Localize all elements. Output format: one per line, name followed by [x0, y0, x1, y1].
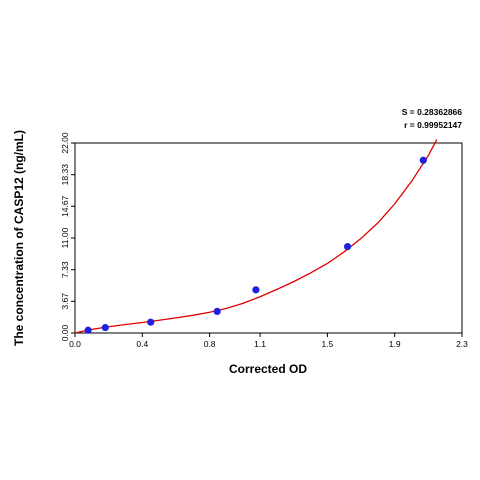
- x-tick-label: 1.1: [254, 339, 266, 349]
- plot-frame: [74, 142, 463, 334]
- data-point: [419, 156, 427, 164]
- y-tick-label: 14.67: [60, 195, 70, 217]
- data-point: [213, 307, 221, 316]
- data-point: [252, 286, 260, 294]
- x-tick-label: 2.3: [456, 339, 468, 349]
- data-point: [147, 318, 155, 326]
- stat-s-annotation: S = 0.28362866: [402, 107, 463, 117]
- data-point: [101, 323, 109, 332]
- data-point: [84, 326, 92, 334]
- y-tick-label: 3.67: [60, 293, 70, 310]
- data-point: [343, 243, 352, 251]
- x-tick-label: 0.4: [136, 339, 148, 349]
- fit-curve: [74, 139, 438, 334]
- y-tick-label: 18.33: [60, 164, 70, 186]
- y-tick-label: 22.00: [60, 132, 70, 154]
- x-tick-label: 1.9: [389, 339, 401, 349]
- y-tick-label: 11.00: [60, 227, 70, 248]
- x-tick-label: 0.0: [69, 339, 81, 349]
- y-axis-title: The concentration of CASP12 (ng/mL): [12, 130, 26, 346]
- y-axis-ticks: 0.00 3.67 7.33 11.00 14.67 18.33 22.00: [60, 132, 75, 341]
- x-tick-label: 0.8: [204, 339, 216, 349]
- y-tick-label: 7.33: [60, 261, 70, 278]
- data-points: [84, 156, 427, 334]
- x-axis-title: Corrected OD: [229, 362, 307, 376]
- x-tick-label: 1.5: [321, 339, 333, 349]
- y-tick-label: 0.00: [60, 324, 70, 341]
- x-axis-ticks: 0.0 0.4 0.8 1.1 1.5 1.9 2.3: [69, 333, 468, 349]
- stat-r-annotation: r = 0.99952147: [404, 120, 462, 130]
